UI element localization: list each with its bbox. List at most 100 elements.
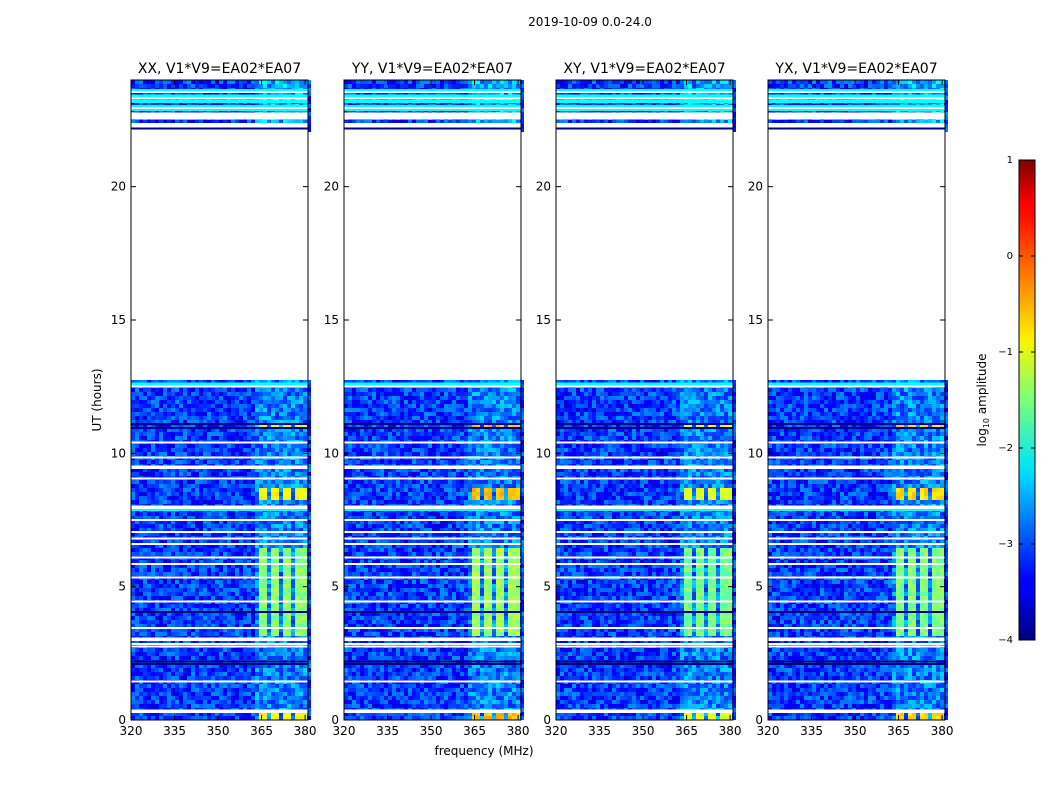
- heatmap-cell: [283, 480, 287, 484]
- heatmap-cell: [243, 640, 247, 644]
- heatmap-cell: [299, 560, 303, 564]
- heatmap-cell: [191, 676, 195, 680]
- heatmap-cell: [147, 424, 151, 428]
- heatmap-cell: [251, 488, 255, 492]
- heatmap-cell: [408, 80, 412, 84]
- heatmap-cell: [151, 572, 155, 576]
- heatmap-cell: [191, 80, 195, 84]
- heatmap-cell: [271, 568, 275, 572]
- heatmap-cell: [235, 380, 239, 384]
- heatmap-cell: [171, 400, 175, 404]
- heatmap-cell: [143, 480, 147, 484]
- heatmap-cell: [175, 608, 179, 612]
- heatmap-cell: [139, 612, 143, 616]
- heatmap-cell: [147, 588, 151, 592]
- heatmap-cell: [143, 580, 147, 584]
- heatmap-cell: [203, 620, 207, 624]
- heatmap-cell: [139, 632, 143, 636]
- heatmap-cell: [163, 552, 167, 556]
- heatmap-cell: [171, 392, 175, 396]
- heatmap-cell: [259, 472, 263, 476]
- heatmap-cell: [283, 420, 287, 424]
- heatmap-cell: [167, 380, 171, 384]
- heatmap-cell: [151, 628, 155, 632]
- heatmap-cell: [203, 528, 207, 532]
- heatmap-cell: [179, 120, 183, 124]
- heatmap-cell: [223, 616, 227, 620]
- heatmap-cell: [175, 80, 179, 84]
- heatmap-cell: [155, 704, 159, 708]
- heatmap-cell: [195, 408, 199, 412]
- heatmap-cell: [259, 684, 263, 688]
- heatmap-cell: [271, 92, 275, 96]
- heatmap-cell: [259, 452, 263, 456]
- heatmap-cell: [207, 524, 211, 528]
- heatmap-cell: [159, 560, 163, 564]
- heatmap-cell: [211, 548, 215, 552]
- heatmap-cell: [307, 436, 311, 440]
- heatmap-cell: [147, 700, 151, 704]
- heatmap-cell: [163, 480, 167, 484]
- heatmap-cell: [175, 452, 179, 456]
- heatmap-cell: [307, 716, 311, 720]
- heatmap-cell: [183, 84, 187, 88]
- heatmap-cell: [267, 552, 271, 556]
- heatmap-cell: [179, 676, 183, 680]
- heatmap-cell: [259, 416, 263, 420]
- heatmap-cell: [171, 580, 175, 584]
- heatmap-cell: [227, 452, 231, 456]
- heatmap-cell: [231, 564, 235, 568]
- heatmap-cell: [303, 452, 307, 456]
- heatmap-cell: [143, 416, 147, 420]
- heatmap-cell: [171, 488, 175, 492]
- heatmap-cell: [167, 448, 171, 452]
- heatmap-cell: [231, 676, 235, 680]
- heatmap-cell: [179, 552, 183, 556]
- heatmap-cell: [307, 592, 311, 596]
- heatmap-cell: [255, 560, 259, 564]
- heatmap-cell: [275, 656, 279, 660]
- heatmap-cell: [175, 684, 179, 688]
- heatmap-cell: [131, 696, 135, 700]
- heatmap-cell: [255, 668, 259, 672]
- heatmap-cell: [500, 80, 504, 84]
- heatmap-cell: [167, 416, 171, 420]
- heatmap-cell: [187, 396, 191, 400]
- heatmap-cell: [199, 628, 203, 632]
- heatmap-cell: [219, 656, 223, 660]
- heatmap-cell: [211, 412, 215, 416]
- heatmap-cell: [287, 584, 291, 588]
- heatmap-cell: [203, 608, 207, 612]
- heatmap-cell: [163, 560, 167, 564]
- heatmap-cell: [211, 388, 215, 392]
- heatmap-cell: [183, 656, 187, 660]
- heatmap-cell: [271, 640, 275, 644]
- heatmap-cell: [207, 488, 211, 492]
- heatmap-cell: [175, 448, 179, 452]
- heatmap-cell: [159, 524, 163, 528]
- heatmap-cell: [299, 588, 303, 592]
- heatmap-cell: [219, 452, 223, 456]
- heatmap-cell: [219, 512, 223, 516]
- heatmap-cell: [151, 492, 155, 496]
- heatmap-cell: [215, 668, 219, 672]
- heatmap-cell: [187, 496, 191, 500]
- heatmap-cell: [179, 548, 183, 552]
- heatmap-cell: [147, 704, 151, 708]
- heatmap-cell: [303, 428, 307, 432]
- heatmap-cell: [159, 712, 163, 716]
- heatmap-cell: [207, 400, 211, 404]
- heatmap-cell: [235, 392, 239, 396]
- heatmap-cell: [267, 612, 271, 616]
- heatmap-cell: [151, 632, 155, 636]
- heatmap-cell: [231, 468, 235, 472]
- heatmap-cell: [135, 560, 139, 564]
- heatmap-cell: [520, 88, 524, 92]
- heatmap-cell: [215, 584, 219, 588]
- heatmap-cell: [131, 616, 135, 620]
- heatmap-cell: [191, 416, 195, 420]
- heatmap-cell: [167, 520, 171, 524]
- heatmap-cell: [291, 92, 295, 96]
- heatmap-cell: [263, 404, 267, 408]
- heatmap-cell: [131, 612, 135, 616]
